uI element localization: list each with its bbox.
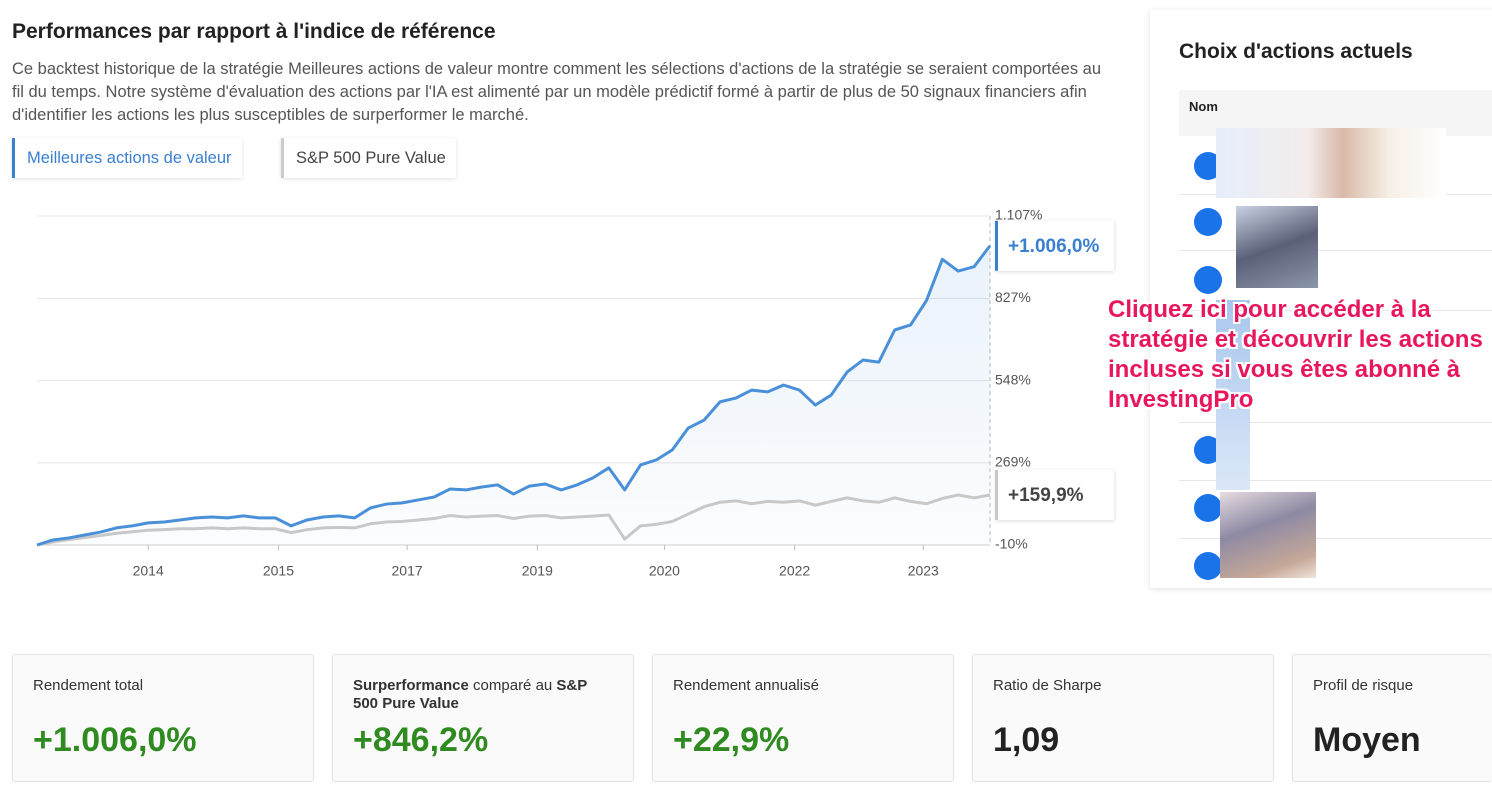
row-divider [1179, 480, 1492, 481]
end-label: +159,9% [1008, 485, 1084, 506]
stat-card: Profil de risque Moyen [1292, 654, 1492, 782]
section-title: Performances par rapport à l'indice de r… [12, 20, 496, 43]
row-divider [1179, 310, 1492, 311]
row-divider [1179, 250, 1492, 251]
y-tick-label: 827% [995, 289, 1031, 305]
end-label-box [996, 469, 1114, 520]
blurred-logo [1216, 300, 1250, 490]
blurred-logo [1236, 206, 1318, 288]
row-divider [1179, 538, 1492, 539]
tab[interactable]: Meilleures actions de valeur [12, 138, 242, 178]
area [37, 245, 990, 546]
blurred-logo [1216, 128, 1446, 198]
x-tick-label: 2020 [649, 563, 680, 579]
subscribe-overlay[interactable]: Cliquez ici pour accéder à la stratégie … [1108, 296, 1483, 413]
stock-icon [1194, 208, 1222, 236]
x-tick-label: 2015 [263, 563, 294, 579]
x-tick-label: 2023 [908, 563, 939, 579]
x-tick-label: 2019 [522, 563, 553, 579]
y-tick-label: 269% [995, 454, 1031, 470]
stat-card: Rendement annualisé +22,9% [652, 654, 954, 782]
stock-icon [1194, 494, 1222, 522]
stat-card: Rendement total +1.006,0% [12, 654, 314, 782]
stat-label: Surperformance comparé au S&P 500 Pure V… [353, 677, 613, 713]
stat-value: +1.006,0% [33, 721, 197, 759]
stat-label: Ratio de Sharpe [993, 677, 1102, 694]
y-tick-label: 548% [995, 371, 1031, 387]
label-bold: Surperformance [353, 677, 469, 694]
stat-label: Rendement annualisé [673, 677, 819, 694]
row-divider [1179, 422, 1492, 423]
end-label-bar [995, 220, 998, 271]
stock-icon [1194, 552, 1222, 580]
stat-value: 1,09 [993, 721, 1060, 759]
stat-label: Profil de risque [1313, 677, 1414, 694]
x-tick-label: 2022 [779, 563, 810, 579]
end-label-bar [995, 469, 998, 520]
stat-value: Moyen [1313, 721, 1421, 759]
stat-card: Ratio de Sharpe 1,09 [972, 654, 1274, 782]
stat-value: +846,2% [353, 721, 489, 759]
y-tick-label: -10% [995, 536, 1028, 552]
end-label: +1.006,0% [1008, 236, 1099, 257]
end-label-box [996, 220, 1114, 271]
tab[interactable]: S&P 500 Pure Value [281, 138, 456, 178]
chart: 2014 2015 2017 2019 2020 2022 2023 -10% 269% 548%… [36, 207, 1114, 579]
description: Ce backtest historique de la stratégie M… [12, 60, 1102, 124]
y-tick-label: 1.107% [995, 207, 1042, 223]
picks-panel[interactable]: Choix d'actions actuels Nom [1150, 10, 1492, 588]
stat-value: +22,9% [673, 721, 790, 759]
blurred-logo [1220, 492, 1316, 578]
label-bold: S&P 500 Pure Value [353, 677, 587, 712]
label-text: comparé au [468, 677, 557, 694]
x-tick-label: 2017 [392, 563, 423, 579]
stat-card: Surperformance comparé au S&P 500 Pure V… [332, 654, 634, 782]
series-line [36, 493, 991, 547]
x-tick-label: 2014 [133, 563, 164, 579]
series-line [36, 244, 992, 547]
stock-icon [1194, 266, 1222, 294]
panel-title: Choix d'actions actuels [1179, 40, 1413, 63]
stat-label: Rendement total [33, 677, 144, 694]
